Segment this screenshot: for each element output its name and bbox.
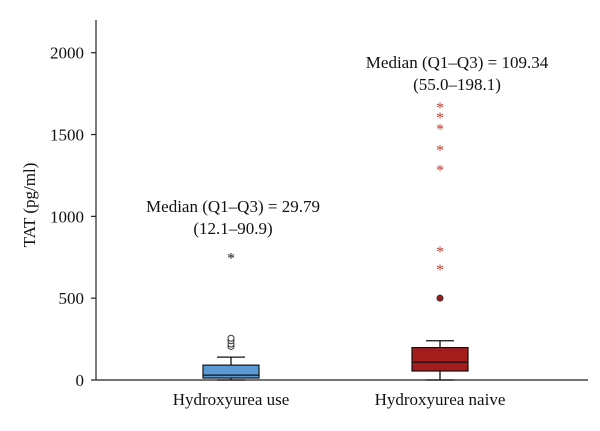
y-axis: 0 500 1000 1500 2000 TAT (pg/ml) [20,20,97,390]
box-hydroxyurea-naive: ******* [411,100,469,381]
outlier-circle [436,294,444,302]
outlier-star: * [436,162,444,179]
outlier-star: * [436,244,444,261]
outlier-circle [227,334,235,342]
annotation-hydroxyurea-use: Median (Q1–Q3) = 29.79 (12.1–90.9) [108,196,358,240]
y-axis-label: TAT (pg/ml) [20,163,39,248]
outlier-star: * [436,100,444,117]
y-tick-label: 500 [59,289,85,308]
outlier-star: * [227,251,235,268]
y-ticks: 0 500 1000 1500 2000 [50,44,96,390]
y-tick-label: 0 [76,371,85,390]
y-tick-label: 2000 [50,44,84,63]
annotation-line-2: (55.0–198.1) [413,75,501,94]
annotation-hydroxyurea-naive: Median (Q1–Q3) = 109.34 (55.0–198.1) [322,52,592,96]
outlier-star: * [436,262,444,279]
annotation-line-1: Median (Q1–Q3) = 109.34 [365,53,549,72]
x-axis: Hydroxyurea use Hydroxyurea naive [96,379,588,409]
x-categories: Hydroxyurea use Hydroxyurea naive [173,390,506,409]
outlier-star: * [436,110,444,127]
iqr-box [411,346,469,372]
y-tick-label: 1000 [50,207,84,226]
outlier-star: * [436,143,444,160]
annotation-line-2: (12.1–90.9) [193,219,273,238]
x-category-label: Hydroxyurea use [173,390,290,409]
annotation-line-1: Median (Q1–Q3) = 29.79 [146,197,320,216]
y-tick-label: 1500 [50,126,84,145]
box-hydroxyurea-use: * [202,251,260,381]
box-plots: ******** [202,100,469,381]
x-category-label: Hydroxyurea naive [375,390,506,409]
iqr-box [202,364,260,379]
outlier-star: * [436,121,444,138]
